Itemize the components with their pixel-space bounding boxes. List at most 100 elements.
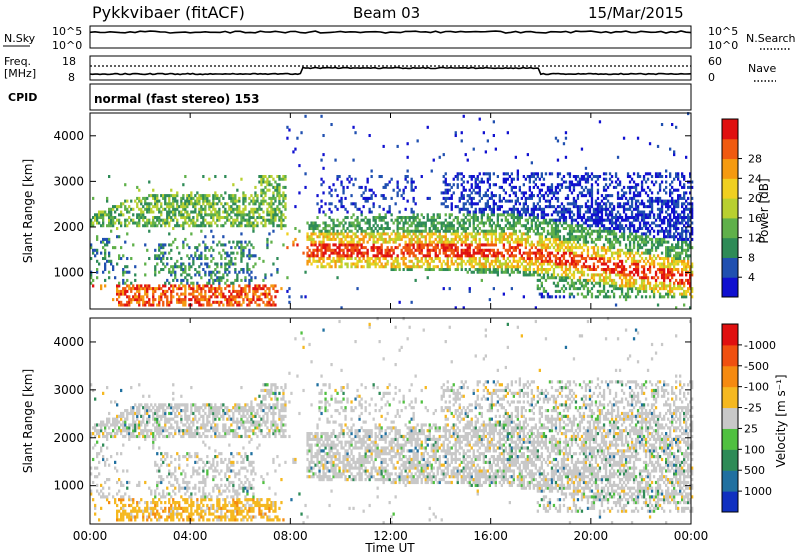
heatmap-cell bbox=[632, 180, 636, 184]
heatmap-cell bbox=[330, 123, 333, 127]
heatmap-cell bbox=[568, 227, 572, 231]
heatmap-cell bbox=[406, 251, 409, 255]
heatmap-cell bbox=[154, 254, 157, 258]
heatmap-cell bbox=[148, 218, 151, 222]
heatmap-cell bbox=[250, 298, 253, 302]
heatmap-cell bbox=[204, 284, 207, 288]
heatmap-cell bbox=[630, 216, 634, 220]
heatmap-cell bbox=[560, 276, 564, 280]
heatmap-cell bbox=[380, 243, 383, 247]
heatmap-cell bbox=[420, 175, 423, 179]
heatmap-cell bbox=[324, 243, 327, 247]
heatmap-cell bbox=[456, 246, 459, 250]
heatmap-cell bbox=[510, 185, 513, 189]
heatmap-cell bbox=[194, 199, 197, 203]
heatmap-cell bbox=[514, 229, 517, 233]
heatmap-cell bbox=[660, 240, 664, 244]
heatmap-cell bbox=[260, 221, 263, 225]
heatmap-cell bbox=[108, 259, 111, 263]
heatmap-cell bbox=[570, 273, 574, 277]
heatmap-cell bbox=[616, 237, 620, 241]
heatmap-cell bbox=[474, 262, 477, 266]
heatmap-cell bbox=[160, 292, 163, 296]
heatmap-cell bbox=[652, 284, 656, 288]
heatmap-cell bbox=[416, 243, 419, 247]
heatmap-cell bbox=[636, 227, 640, 231]
heatmap-cell bbox=[618, 213, 622, 217]
heatmap-cell bbox=[534, 177, 537, 181]
heatmap-cell bbox=[474, 185, 477, 189]
heatmap-cell bbox=[458, 207, 461, 211]
heatmap-cell bbox=[376, 216, 379, 220]
heatmap-cell bbox=[264, 191, 267, 195]
heatmap-cell bbox=[648, 188, 652, 192]
heatmap-cell bbox=[660, 180, 664, 184]
heatmap-cell bbox=[424, 227, 427, 231]
heatmap-cell bbox=[384, 216, 387, 220]
heatmap-cell bbox=[328, 216, 331, 220]
heatmap-cell bbox=[304, 185, 307, 189]
heatmap-cell bbox=[570, 232, 574, 236]
heatmap-cell bbox=[234, 295, 237, 299]
heatmap-cell bbox=[632, 207, 636, 211]
heatmap-cell bbox=[338, 224, 341, 228]
heatmap-cell bbox=[218, 240, 221, 244]
heatmap-cell bbox=[646, 281, 650, 285]
heatmap-cell bbox=[146, 292, 149, 296]
heatmap-cell bbox=[600, 278, 604, 282]
heatmap-cell bbox=[268, 287, 271, 291]
heatmap-cell bbox=[364, 229, 367, 233]
heatmap-cell bbox=[438, 232, 441, 236]
heatmap-cell bbox=[602, 289, 606, 293]
heatmap-cell bbox=[502, 196, 505, 200]
heatmap-cell bbox=[630, 284, 634, 288]
heatmap-cell bbox=[340, 306, 343, 310]
heatmap-cell bbox=[416, 262, 419, 266]
heatmap-cell bbox=[278, 207, 281, 211]
heatmap-cell bbox=[218, 281, 221, 285]
heatmap-cell bbox=[608, 268, 612, 272]
heatmap-cell bbox=[234, 270, 237, 274]
heatmap-cell bbox=[438, 213, 441, 217]
heatmap-cell bbox=[410, 248, 413, 252]
heatmap-cell bbox=[280, 213, 283, 217]
heatmap-cell bbox=[663, 235, 666, 239]
heatmap-cell bbox=[478, 180, 481, 184]
heatmap-cell bbox=[638, 259, 642, 263]
heatmap-cell bbox=[412, 254, 415, 258]
heatmap-cell bbox=[136, 300, 139, 304]
heatmap-cell bbox=[634, 216, 638, 220]
heatmap-cell bbox=[190, 287, 193, 291]
heatmap-cell bbox=[198, 199, 201, 203]
heatmap-cell bbox=[364, 251, 367, 255]
heatmap-cell bbox=[186, 216, 189, 220]
heatmap-cell bbox=[656, 232, 660, 236]
heatmap-cell bbox=[594, 218, 598, 222]
heatmap-cell bbox=[242, 248, 245, 252]
heatmap-cell bbox=[480, 270, 483, 274]
heatmap-cell bbox=[428, 268, 431, 272]
heatmap-cell bbox=[264, 185, 267, 189]
heatmap-cell bbox=[494, 147, 497, 151]
heatmap-cell bbox=[408, 224, 411, 228]
heatmap-cell bbox=[152, 287, 155, 291]
heatmap-cell bbox=[426, 254, 429, 258]
heatmap-cell bbox=[660, 123, 664, 127]
heatmap-cell bbox=[300, 295, 303, 299]
heatmap-cell bbox=[258, 202, 261, 206]
heatmap-cell bbox=[626, 216, 630, 220]
heatmap-cell bbox=[346, 232, 349, 236]
heatmap-cell bbox=[602, 227, 606, 231]
heatmap-cell bbox=[148, 257, 151, 261]
heatmap-cell bbox=[228, 205, 231, 209]
heatmap-cell bbox=[206, 213, 209, 217]
heatmap-cell bbox=[558, 229, 562, 233]
heatmap-cell bbox=[198, 284, 201, 288]
heatmap-cell bbox=[262, 210, 265, 214]
heatmap-cell bbox=[394, 246, 397, 250]
heatmap-cell bbox=[266, 213, 269, 217]
heatmap-cell bbox=[358, 221, 361, 225]
heatmap-cell bbox=[562, 227, 566, 231]
heatmap-cell bbox=[198, 273, 201, 277]
heatmap-cell bbox=[318, 210, 321, 214]
